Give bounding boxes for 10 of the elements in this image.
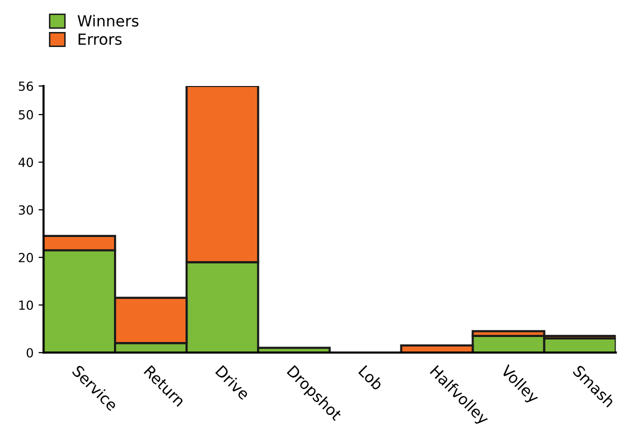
y-tick-label: 20 xyxy=(18,252,33,262)
x-tick-label: Lob xyxy=(358,364,384,391)
y-tick-label: 50 xyxy=(18,110,33,120)
legend-label: Winners xyxy=(78,14,138,27)
y-tick-label: 10 xyxy=(19,300,33,310)
y-tick-label: 0 xyxy=(26,348,33,358)
legend-label: Errors xyxy=(78,34,122,45)
y-tick-label: 30 xyxy=(18,205,33,215)
y-tick-label: 40 xyxy=(18,158,33,168)
y-tick-label: 56 xyxy=(18,81,34,91)
